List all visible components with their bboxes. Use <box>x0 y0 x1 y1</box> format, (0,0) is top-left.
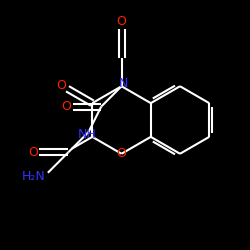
Text: N: N <box>119 77 128 90</box>
Text: O: O <box>56 79 66 92</box>
Text: O: O <box>116 147 126 160</box>
Text: H₂N: H₂N <box>22 170 45 183</box>
Text: NH: NH <box>78 128 96 141</box>
Text: O: O <box>62 100 71 113</box>
Text: O: O <box>28 146 38 159</box>
Text: O: O <box>116 15 126 28</box>
